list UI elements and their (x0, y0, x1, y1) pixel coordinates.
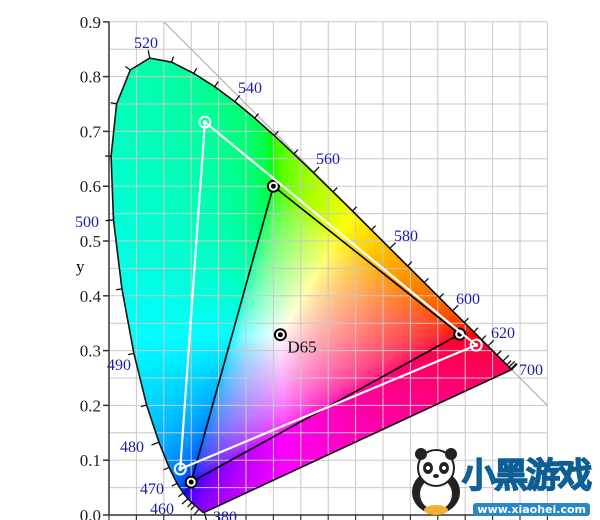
wavelength-tick (234, 94, 241, 103)
wavelength-label-470: 470 (140, 481, 164, 498)
wavelength-tick (177, 492, 184, 498)
wavelength-tick (407, 261, 413, 267)
wavelength-tick (293, 149, 299, 155)
wavelength-tick (473, 327, 479, 333)
wavelength-tick (151, 441, 160, 446)
wavelength-tick (187, 502, 193, 508)
wavelength-tick (511, 363, 518, 371)
wavelength-tick (110, 101, 117, 105)
wavelength-tick (351, 206, 358, 212)
wavelength-tick (105, 219, 114, 222)
wavelength-tick (463, 317, 469, 323)
y-tick-label: 0.1 (80, 451, 101, 470)
primary-marker-dot (270, 183, 276, 189)
wavelength-tick (508, 360, 516, 368)
wavelength-label-580: 580 (394, 228, 418, 245)
wavelength-label-520: 520 (134, 35, 158, 52)
wavelength-tick (170, 56, 175, 63)
wavelength-tick (147, 50, 151, 59)
watermark-logo: 小黑游戏 www.xiaohei.com (404, 438, 594, 518)
wavelength-tick (502, 354, 510, 362)
wavelength-tick (423, 277, 429, 283)
wavelength-tick (171, 482, 178, 487)
y-tick-label: 0.5 (80, 232, 101, 251)
wavelength-tick (370, 225, 377, 231)
wavelength-tick (203, 512, 207, 520)
wavelength-label-380: 380 (213, 509, 237, 520)
watermark-url: www.xiaohei.com (473, 503, 590, 516)
primary-marker-dot (474, 343, 479, 348)
wavelength-tick (389, 242, 396, 249)
wavelength-tick (190, 504, 196, 511)
primary-marker-dot (178, 466, 183, 471)
wavelength-label-620: 620 (491, 325, 515, 342)
wavelength-label-560: 560 (316, 151, 340, 168)
gamut-triangles: D65 (173, 115, 483, 489)
wavelength-tick (452, 304, 459, 312)
wavelength-label-460: 460 (150, 501, 174, 518)
wavelength-label-480: 480 (120, 439, 144, 456)
wavelength-tick (481, 335, 487, 341)
wavelength-tick (312, 166, 320, 174)
spectral-locus (105, 50, 518, 520)
y-tick-label: 0.0 (80, 506, 101, 520)
wavelength-tick (127, 352, 135, 356)
y-tick-label: 0.7 (80, 122, 102, 141)
wavelength-tick (214, 81, 219, 88)
wavelength-label-490: 490 (107, 357, 131, 374)
y-axis-label: y (76, 257, 85, 276)
y-tick-label: 0.9 (80, 13, 101, 32)
wavelength-tick (496, 350, 502, 356)
panda-mascot-icon (412, 448, 460, 515)
wavelength-tick (332, 187, 338, 193)
wavelength-tick (273, 130, 279, 137)
wavelength-tick (254, 113, 260, 119)
wavelength-tick (163, 466, 170, 471)
y-tick-label: 0.8 (80, 68, 101, 87)
wavelength-tick (140, 404, 147, 408)
primary-marker (173, 462, 187, 476)
wavelength-tick (506, 360, 512, 366)
wavelength-tick (125, 65, 131, 71)
wavelength-label-600: 600 (456, 291, 480, 308)
wavelength-tick (193, 67, 198, 74)
y-tick-label: 0.6 (80, 177, 101, 196)
primary-marker-dot (202, 120, 207, 125)
white-point-dot (277, 332, 283, 338)
wavelength-tick (115, 288, 122, 291)
wavelength-label-700: 700 (519, 362, 543, 379)
y-tick-label: 0.2 (80, 396, 101, 415)
wavelength-tick (438, 293, 445, 299)
primary-marker (198, 115, 212, 129)
white-gamut-triangle (178, 119, 479, 471)
wavelength-label-500: 500 (75, 214, 99, 231)
wavelength-labels: 380 460 470 480 490 500 520 540 560 580 600 620 700 (75, 35, 543, 520)
wavelength-tick (510, 362, 518, 370)
wavelength-label-540: 540 (238, 80, 262, 97)
axes: 0.0 0.1 0.2 0.3 0.4 0.5 0.6 0.7 0.8 0.9 (80, 13, 549, 520)
watermark-title: 小黑游戏 (461, 455, 593, 497)
primary-marker (469, 338, 483, 352)
locus-outline (110, 57, 513, 514)
wavelength-tick (487, 339, 495, 347)
y-tick-label: 0.3 (80, 342, 101, 361)
primary-marker-dot (188, 479, 194, 485)
wavelength-tick (181, 498, 189, 505)
white-point-label: D65 (287, 338, 316, 357)
y-tick-label: 0.4 (80, 287, 102, 306)
wavelength-tick (193, 508, 200, 516)
